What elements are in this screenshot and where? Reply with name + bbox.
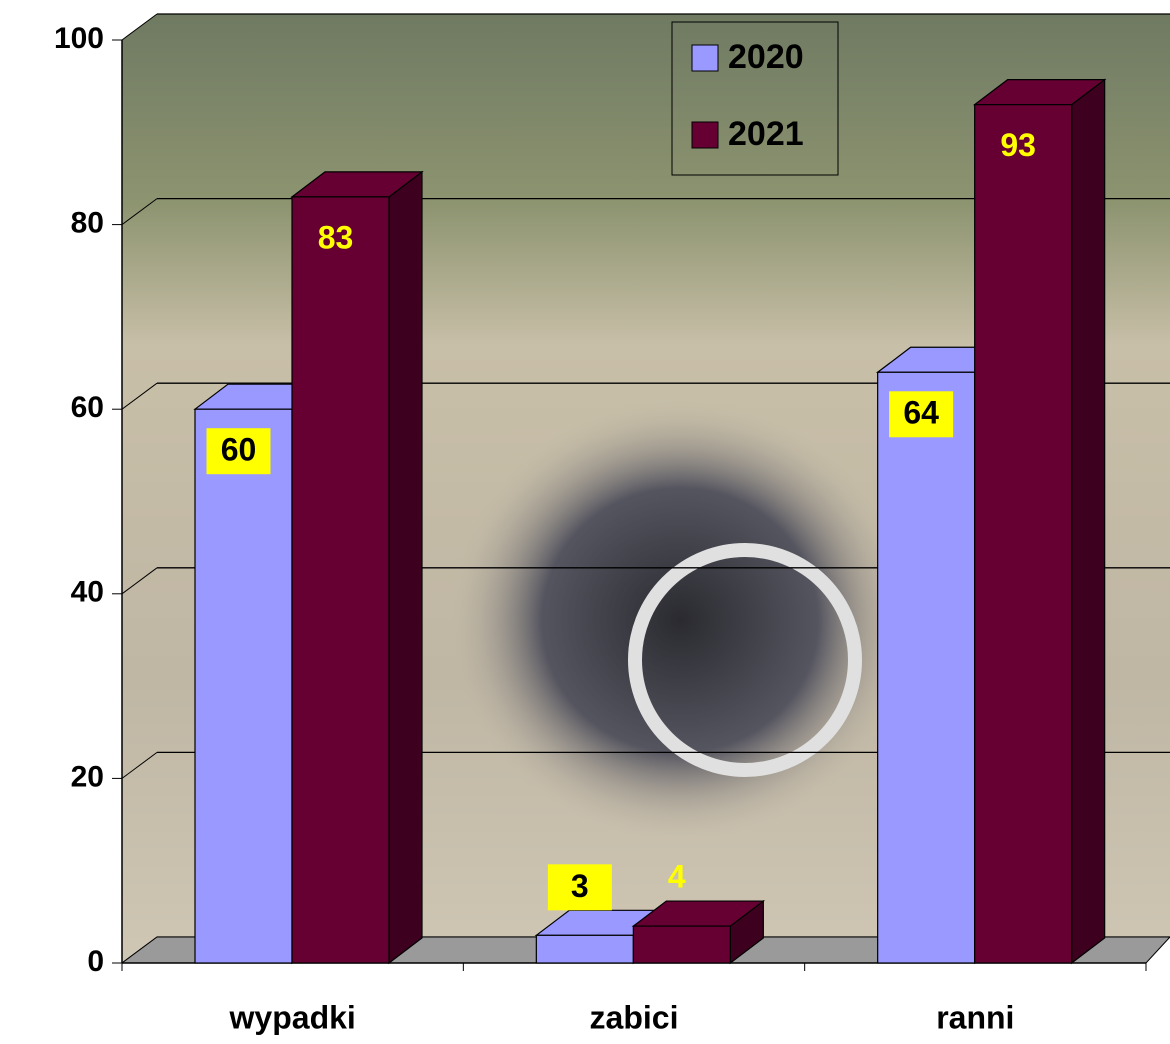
bar [292,197,389,963]
y-tick-label: 100 [54,22,104,55]
x-tick-label: wypadki [229,999,356,1035]
y-tick-label: 40 [71,576,104,609]
legend-label: 2021 [728,115,804,153]
value-label: 60 [221,432,257,468]
bar [633,926,730,963]
y-tick-label: 0 [87,945,104,978]
value-label: 3 [571,868,589,904]
y-tick-label: 60 [71,391,104,424]
legend-swatch [692,45,718,71]
bar-side [389,172,422,963]
page: 0 20 40 60 80 100 wypadki 60 83 zabici 3 4 ranni 64 93… [0,0,1170,1044]
y-tick-label: 80 [71,207,104,240]
bar [536,935,633,963]
y-tick-label: 20 [71,760,104,793]
x-tick-label: ranni [936,999,1014,1035]
value-label: 64 [903,395,939,431]
legend-swatch [692,122,718,148]
chart: 0 20 40 60 80 100 wypadki 60 83 zabici 3 4 ranni 64 93… [0,0,1170,1044]
value-label: 83 [318,219,354,255]
value-label: 4 [668,859,686,895]
legend-label: 2020 [728,38,804,76]
value-label: 93 [1000,127,1036,163]
x-tick-label: zabici [590,999,679,1035]
bar [975,105,1072,963]
bar [195,409,292,963]
bar [878,372,975,963]
bar-side [1072,80,1105,963]
